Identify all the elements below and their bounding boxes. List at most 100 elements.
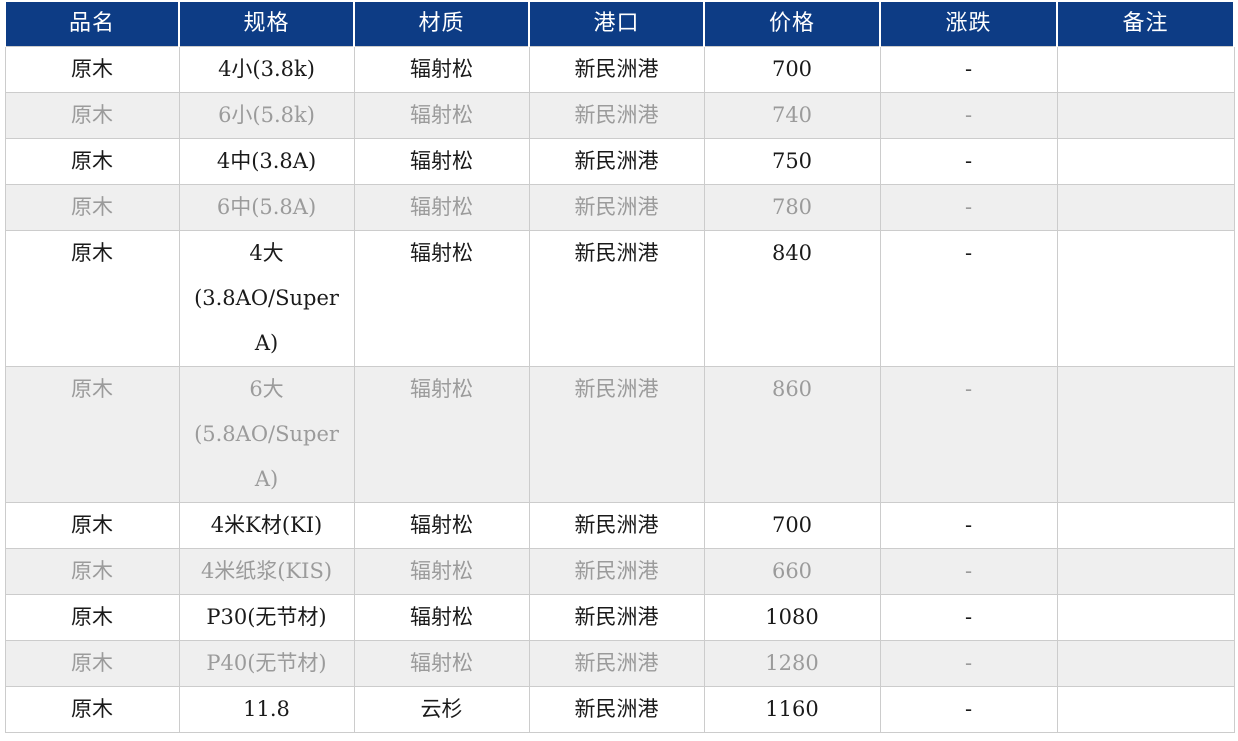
cell-note bbox=[1056, 686, 1235, 733]
cell-note bbox=[1056, 46, 1235, 93]
cell-spec: 6小(5.8k) bbox=[178, 92, 355, 139]
cell-note bbox=[1056, 230, 1235, 367]
cell-port: 新民洲港 bbox=[528, 366, 705, 503]
cell-change: - bbox=[879, 594, 1058, 641]
cell-change: - bbox=[879, 686, 1058, 733]
cell-material: 辐射松 bbox=[353, 366, 530, 503]
table-row: 原木 4米K材(KI) 辐射松 新民洲港 700 - bbox=[4, 502, 1235, 549]
table-row: 原木 6中(5.8A) 辐射松 新民洲港 780 - bbox=[4, 184, 1235, 231]
cell-product-name: 原木 bbox=[4, 184, 180, 231]
cell-product-name: 原木 bbox=[4, 502, 180, 549]
cell-product-name: 原木 bbox=[4, 46, 180, 93]
table-row: 原木 6大 (5.8AO/Super A) 辐射松 新民洲港 860 - bbox=[4, 366, 1235, 503]
cell-price: 860 bbox=[703, 366, 881, 503]
cell-change: - bbox=[879, 230, 1058, 367]
cell-change: - bbox=[879, 548, 1058, 595]
price-table: 品名 规格 材质 港口 价格 涨跌 备注 原木 4小(3.8k) 辐射松 新民洲港 700 … bbox=[4, 2, 1235, 733]
cell-change: - bbox=[879, 366, 1058, 503]
cell-port: 新民洲港 bbox=[528, 502, 705, 549]
table-row: 原木 11.8 云杉 新民洲港 1160 - bbox=[4, 686, 1235, 733]
cell-spec: 4大 (3.8AO/Super A) bbox=[178, 230, 355, 367]
cell-change: - bbox=[879, 138, 1058, 185]
cell-note bbox=[1056, 594, 1235, 641]
cell-product-name: 原木 bbox=[4, 138, 180, 185]
column-header-spec: 规格 bbox=[178, 2, 355, 47]
cell-change: - bbox=[879, 640, 1058, 687]
cell-material: 辐射松 bbox=[353, 46, 530, 93]
cell-note bbox=[1056, 502, 1235, 549]
cell-note bbox=[1056, 366, 1235, 503]
cell-price: 1080 bbox=[703, 594, 881, 641]
column-header-note: 备注 bbox=[1056, 2, 1235, 47]
cell-price: 780 bbox=[703, 184, 881, 231]
cell-price: 660 bbox=[703, 548, 881, 595]
table-row: 原木 6小(5.8k) 辐射松 新民洲港 740 - bbox=[4, 92, 1235, 139]
cell-material: 辐射松 bbox=[353, 640, 530, 687]
cell-material: 辐射松 bbox=[353, 138, 530, 185]
cell-price: 1280 bbox=[703, 640, 881, 687]
cell-port: 新民洲港 bbox=[528, 594, 705, 641]
header-row: 品名 规格 材质 港口 价格 涨跌 备注 bbox=[4, 2, 1235, 47]
cell-material: 辐射松 bbox=[353, 230, 530, 367]
cell-product-name: 原木 bbox=[4, 686, 180, 733]
cell-price: 740 bbox=[703, 92, 881, 139]
cell-product-name: 原木 bbox=[4, 92, 180, 139]
cell-note bbox=[1056, 138, 1235, 185]
cell-spec: P30(无节材) bbox=[178, 594, 355, 641]
cell-material: 辐射松 bbox=[353, 594, 530, 641]
cell-change: - bbox=[879, 92, 1058, 139]
cell-note bbox=[1056, 548, 1235, 595]
cell-port: 新民洲港 bbox=[528, 686, 705, 733]
table-row: 原木 4米纸浆(KIS) 辐射松 新民洲港 660 - bbox=[4, 548, 1235, 595]
cell-port: 新民洲港 bbox=[528, 640, 705, 687]
table-row: 原木 4大 (3.8AO/Super A) 辐射松 新民洲港 840 - bbox=[4, 230, 1235, 367]
cell-spec: 4中(3.8A) bbox=[178, 138, 355, 185]
cell-material: 辐射松 bbox=[353, 92, 530, 139]
cell-material: 云杉 bbox=[353, 686, 530, 733]
table-row: 原木 4中(3.8A) 辐射松 新民洲港 750 - bbox=[4, 138, 1235, 185]
column-header-change: 涨跌 bbox=[879, 2, 1058, 47]
cell-change: - bbox=[879, 184, 1058, 231]
cell-port: 新民洲港 bbox=[528, 230, 705, 367]
cell-product-name: 原木 bbox=[4, 548, 180, 595]
cell-product-name: 原木 bbox=[4, 230, 180, 367]
cell-spec: 4米纸浆(KIS) bbox=[178, 548, 355, 595]
cell-price: 700 bbox=[703, 502, 881, 549]
cell-price: 1160 bbox=[703, 686, 881, 733]
cell-price: 700 bbox=[703, 46, 881, 93]
cell-material: 辐射松 bbox=[353, 502, 530, 549]
table-row: 原木 4小(3.8k) 辐射松 新民洲港 700 - bbox=[4, 46, 1235, 93]
cell-note bbox=[1056, 184, 1235, 231]
cell-port: 新民洲港 bbox=[528, 46, 705, 93]
cell-material: 辐射松 bbox=[353, 184, 530, 231]
column-header-material: 材质 bbox=[353, 2, 530, 47]
cell-price: 840 bbox=[703, 230, 881, 367]
cell-port: 新民洲港 bbox=[528, 184, 705, 231]
cell-spec: 6大 (5.8AO/Super A) bbox=[178, 366, 355, 503]
table-header: 品名 规格 材质 港口 价格 涨跌 备注 bbox=[4, 2, 1235, 47]
cell-port: 新民洲港 bbox=[528, 92, 705, 139]
cell-port: 新民洲港 bbox=[528, 548, 705, 595]
column-header-price: 价格 bbox=[703, 2, 881, 47]
table-row: 原木 P30(无节材) 辐射松 新民洲港 1080 - bbox=[4, 594, 1235, 641]
cell-note bbox=[1056, 92, 1235, 139]
cell-change: - bbox=[879, 46, 1058, 93]
table-body: 原木 4小(3.8k) 辐射松 新民洲港 700 - 原木 6小(5.8k) 辐… bbox=[4, 46, 1235, 733]
cell-spec: 4米K材(KI) bbox=[178, 502, 355, 549]
cell-product-name: 原木 bbox=[4, 640, 180, 687]
cell-note bbox=[1056, 640, 1235, 687]
cell-spec: 4小(3.8k) bbox=[178, 46, 355, 93]
cell-material: 辐射松 bbox=[353, 548, 530, 595]
cell-spec: 6中(5.8A) bbox=[178, 184, 355, 231]
cell-port: 新民洲港 bbox=[528, 138, 705, 185]
table-row: 原木 P40(无节材) 辐射松 新民洲港 1280 - bbox=[4, 640, 1235, 687]
column-header-name: 品名 bbox=[4, 2, 180, 47]
cell-price: 750 bbox=[703, 138, 881, 185]
cell-product-name: 原木 bbox=[4, 594, 180, 641]
column-header-port: 港口 bbox=[528, 2, 705, 47]
cell-spec: 11.8 bbox=[178, 686, 355, 733]
cell-spec: P40(无节材) bbox=[178, 640, 355, 687]
cell-change: - bbox=[879, 502, 1058, 549]
cell-product-name: 原木 bbox=[4, 366, 180, 503]
